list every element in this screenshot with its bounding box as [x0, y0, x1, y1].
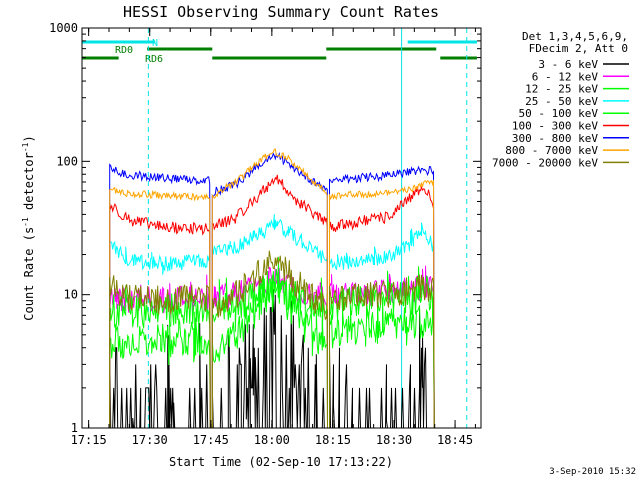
- y-axis-label: Count Rate (s-1 detector-1): [21, 135, 36, 320]
- legend-label-6-12-kev: 6 - 12 keV: [532, 70, 599, 83]
- series-line-100-300-kev: [109, 174, 435, 429]
- legend-label-800-7000-kev: 800 - 7000 keV: [505, 144, 598, 157]
- x-tick-label-17-30: 17:30: [132, 433, 168, 447]
- legend-header-line-2: FDecim 2, Att 0: [529, 42, 628, 55]
- flag-label-rd6: RD6: [145, 54, 163, 65]
- series-line-7000-20000-kev: [109, 250, 435, 429]
- y-tick-label-1000: 1000: [49, 21, 78, 35]
- legend-label-7000-20000-kev: 7000 - 20000 keV: [492, 156, 598, 169]
- flag-label-n: N: [152, 38, 158, 49]
- y-tick-label-10: 10: [64, 288, 78, 302]
- legend-label-300-800-kev: 300 - 800 keV: [512, 132, 598, 145]
- y-axis-label-main: Count Rate (s: [22, 227, 36, 321]
- timestamp: 3-Sep-2010 15:32: [549, 467, 636, 477]
- x-axis-ticks: 17:15 17:30 17:45 18:00 18:15 18:30 18:45: [71, 28, 476, 447]
- plot-frame: [81, 27, 482, 429]
- y-axis-label-exponent-1: -1: [21, 217, 30, 227]
- legend-label-100-300-kev: 100 - 300 keV: [512, 120, 598, 133]
- y-tick-label-1: 1: [71, 421, 78, 435]
- y-axis-ticks: 1 10 100 1000: [49, 21, 481, 435]
- series-line-25-50-kev: [109, 214, 435, 429]
- y-axis-label-exponent-2: -1: [21, 142, 30, 152]
- legend-label-50-100-kev: 50 - 100 keV: [519, 107, 599, 120]
- x-tick-label-17-45: 17:45: [193, 433, 229, 447]
- flag-bars: N RD0 RD6: [82, 38, 477, 65]
- flag-label-rd0: RD0: [115, 45, 133, 56]
- x-axis-label: Start Time (02-Sep-10 17:13:22): [169, 455, 393, 469]
- x-tick-label-17-15: 17:15: [71, 433, 107, 447]
- legend-label-12-25-kev: 12 - 25 keV: [525, 83, 598, 96]
- x-tick-label-18-15: 18:15: [315, 433, 351, 447]
- y-axis-label-mid: detector: [22, 152, 36, 217]
- x-tick-label-18-00: 18:00: [254, 433, 290, 447]
- legend-label-3-6-kev: 3 - 6 keV: [538, 58, 598, 71]
- x-tick-label-18-30: 18:30: [376, 433, 412, 447]
- series-line-800-7000-kev: [109, 148, 435, 429]
- y-tick-label-100: 100: [56, 154, 78, 168]
- legend-header-line-1: Det 1,3,4,5,6,9,: [522, 30, 628, 43]
- y-axis-label-end: ): [22, 135, 36, 142]
- legend: Det 1,3,4,5,6,9, FDecim 2, Att 0 3 - 6 k…: [492, 30, 629, 169]
- x-tick-label-18-45: 18:45: [437, 433, 473, 447]
- chart-title: HESSI Observing Summary Count Rates: [123, 3, 439, 21]
- legend-label-25-50-kev: 25 - 50 keV: [525, 95, 598, 108]
